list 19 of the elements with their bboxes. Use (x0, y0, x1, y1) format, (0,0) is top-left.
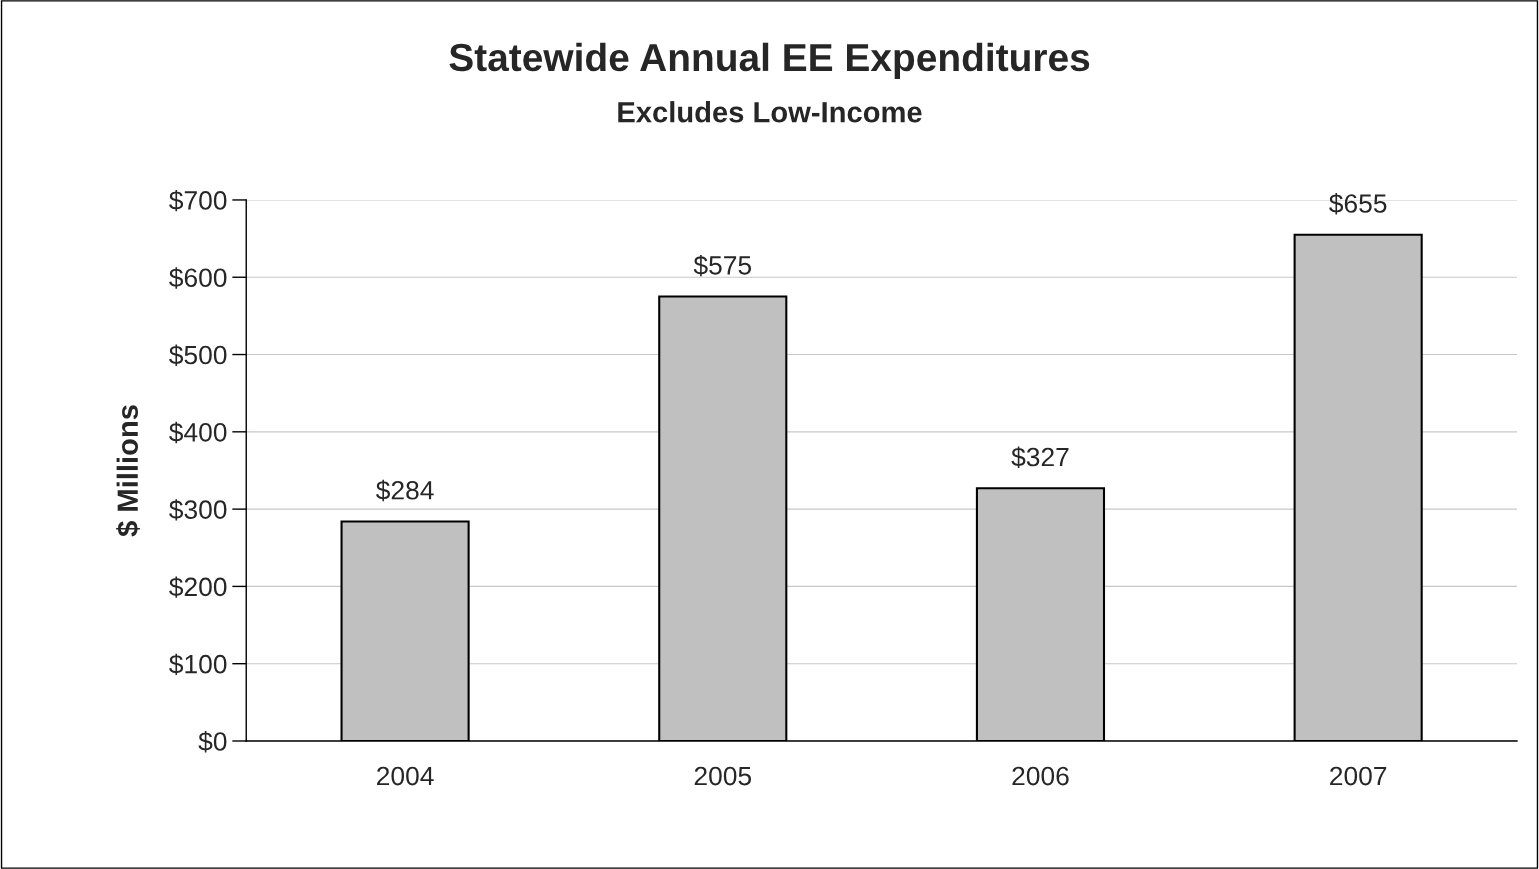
y-tick-label: $500 (169, 344, 227, 366)
y-tick-label: $100 (169, 653, 227, 676)
y-tick-label: $700 (169, 189, 227, 212)
x-tick-label: 2007 (1330, 766, 1387, 786)
y-tick-label: $400 (169, 421, 227, 444)
y-tick-label: $600 (169, 267, 227, 289)
chart-title: Statewide Annual EE Expenditures (449, 42, 1090, 79)
data-label: $327 (1011, 446, 1069, 468)
y-tick-label: $200 (169, 576, 227, 598)
data-label: $655 (1329, 193, 1387, 215)
x-tick-label: 2006 (1012, 766, 1069, 786)
y-axis-title: $ Millions (116, 405, 140, 537)
data-label: $575 (693, 254, 752, 277)
data-label: $284 (376, 479, 434, 502)
y-tick-label: $0 (198, 731, 227, 753)
x-tick-label: 2005 (694, 766, 752, 786)
y-tick-label: $300 (169, 499, 227, 521)
x-tick-label: 2004 (377, 766, 434, 786)
chart-subtitle: Excludes Low-Income (618, 101, 922, 123)
